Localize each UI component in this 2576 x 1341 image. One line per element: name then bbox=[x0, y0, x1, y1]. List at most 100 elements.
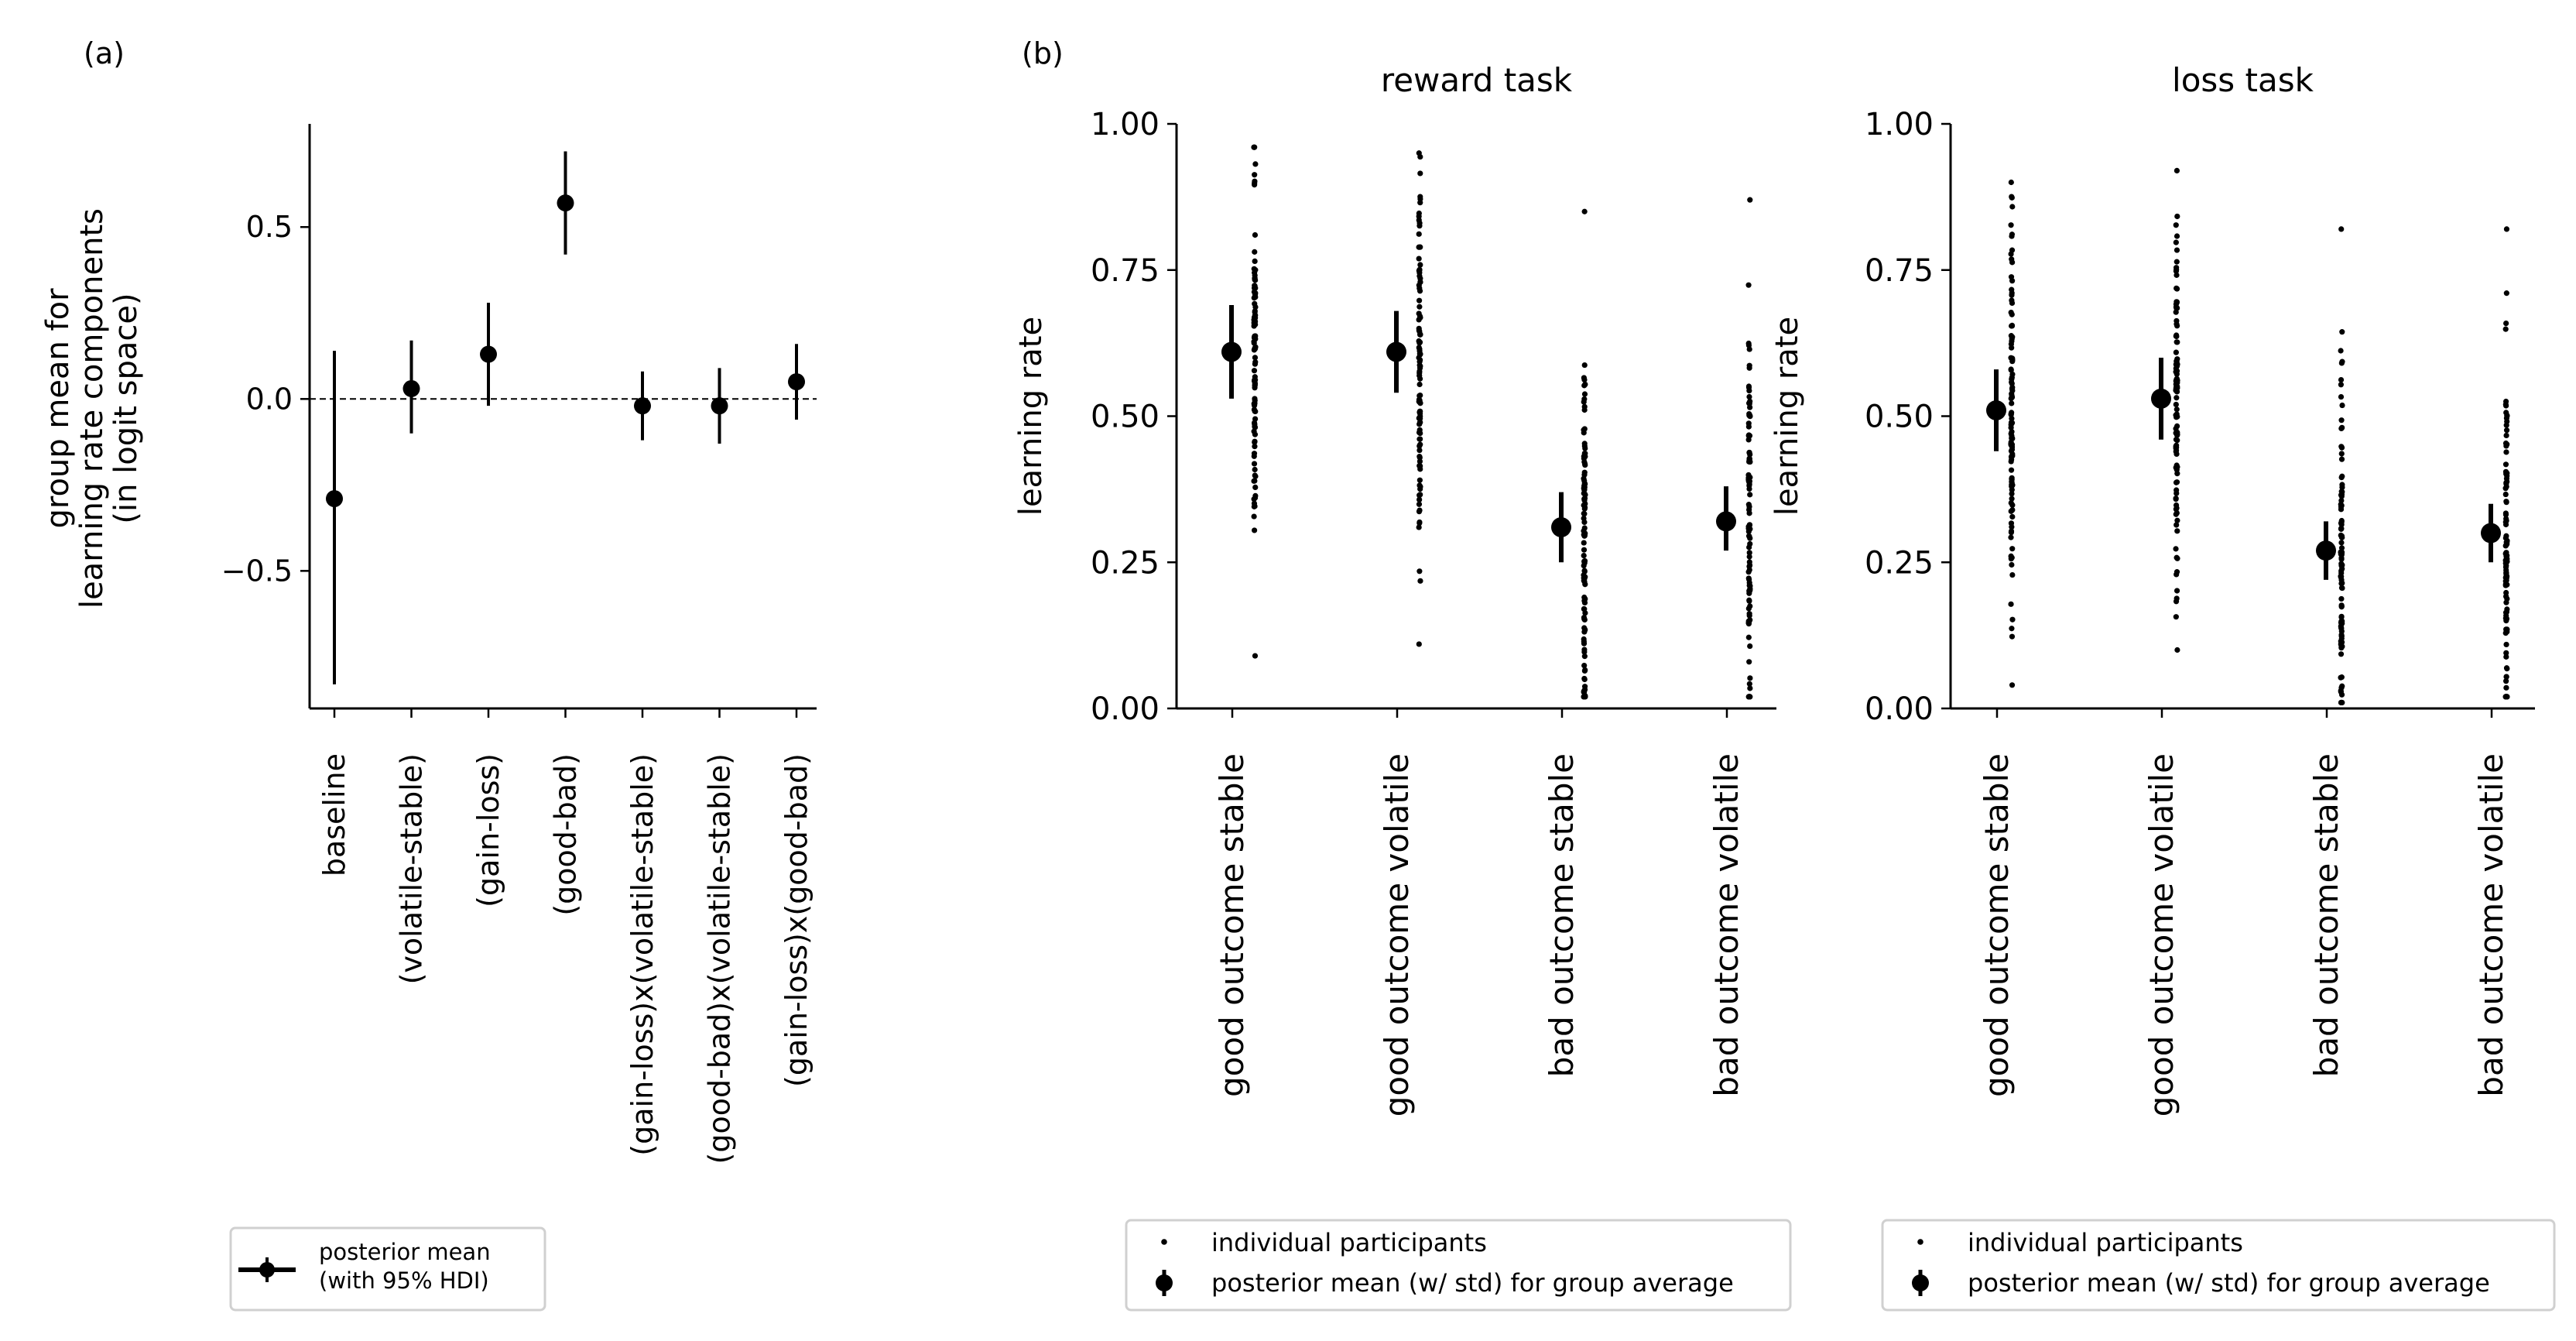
participant-point bbox=[2009, 491, 2015, 497]
participant-point bbox=[2503, 410, 2509, 416]
participant-point bbox=[1251, 478, 1257, 484]
group-mean-point bbox=[1716, 511, 1736, 532]
participant-point bbox=[1581, 694, 1587, 700]
participant-point bbox=[1747, 492, 1753, 498]
participant-point bbox=[2008, 508, 2014, 514]
legend-b: individual participants posterior mean (w… bbox=[1881, 1219, 2556, 1312]
participant-point bbox=[2174, 395, 2180, 401]
participant-point bbox=[1745, 282, 1752, 288]
participant-point bbox=[2008, 355, 2014, 361]
participant-point bbox=[2174, 376, 2180, 383]
participant-point bbox=[1251, 461, 1258, 467]
participant-point bbox=[2008, 424, 2014, 430]
participant-point bbox=[1416, 477, 1423, 483]
participant-point bbox=[1416, 429, 1423, 436]
participant-point bbox=[1582, 500, 1588, 507]
y-tick-label: 0.0 bbox=[246, 382, 293, 416]
participant-point bbox=[1581, 491, 1588, 497]
participant-point bbox=[1581, 625, 1588, 631]
participant-point bbox=[2502, 440, 2509, 447]
participant-point bbox=[2338, 526, 2345, 532]
participant-point bbox=[2173, 361, 2179, 368]
participant-point bbox=[1252, 345, 1258, 352]
participant-point bbox=[1746, 659, 1752, 665]
participant-point bbox=[2009, 513, 2016, 520]
participant-point bbox=[1251, 453, 1257, 459]
legend-label: individual participants bbox=[1211, 1228, 1487, 1257]
participant-point bbox=[2174, 522, 2180, 528]
participant-point bbox=[2503, 653, 2509, 660]
y-tick-label: 0.50 bbox=[1865, 400, 1934, 435]
participant-point bbox=[2008, 467, 2015, 473]
y-tick-label: 0.75 bbox=[1865, 253, 1934, 289]
participant-point bbox=[2008, 251, 2014, 257]
posterior-mean-point bbox=[788, 373, 805, 391]
participant-point bbox=[1252, 180, 1258, 187]
subplot-title: loss task bbox=[2172, 61, 2314, 99]
participant-point bbox=[2173, 546, 2179, 552]
participant-point bbox=[1252, 172, 1258, 178]
participant-point bbox=[1747, 585, 1753, 592]
participant-point bbox=[2009, 400, 2015, 406]
participant-point bbox=[2009, 561, 2015, 568]
participant-point bbox=[1416, 340, 1423, 346]
participant-point bbox=[1417, 415, 1423, 422]
participant-point bbox=[2503, 665, 2510, 671]
participant-point bbox=[1252, 273, 1258, 279]
participant-point bbox=[1581, 533, 1588, 539]
participant-point bbox=[1745, 634, 1752, 640]
participant-point bbox=[2338, 360, 2345, 366]
y-axis-label: (in logit space) bbox=[108, 293, 144, 523]
participant-point bbox=[2173, 239, 2179, 245]
participant-point bbox=[1581, 636, 1587, 643]
participant-point bbox=[2174, 332, 2180, 338]
participant-point bbox=[1745, 525, 1752, 532]
participant-point bbox=[2339, 534, 2345, 540]
participant-point bbox=[1746, 681, 1752, 687]
participant-point bbox=[2503, 290, 2509, 297]
participant-point bbox=[1416, 313, 1423, 320]
participant-point bbox=[1745, 694, 1752, 700]
participant-point bbox=[1252, 503, 1258, 509]
participant-point bbox=[2174, 339, 2180, 345]
participant-point bbox=[2338, 444, 2345, 450]
y-axis-label: learning rate bbox=[1769, 317, 1805, 516]
participant-point bbox=[1746, 554, 1752, 560]
participant-point bbox=[2502, 326, 2509, 332]
x-tick-label: good outcome volatile bbox=[2143, 753, 2180, 1116]
x-tick-label: bad outcome volatile bbox=[1708, 753, 1745, 1097]
participant-point bbox=[1581, 396, 1588, 403]
participant-point bbox=[2338, 614, 2345, 620]
legend-label: posterior mean bbox=[319, 1239, 491, 1265]
participant-point bbox=[2174, 305, 2180, 311]
participant-point bbox=[2009, 483, 2015, 489]
participant-point bbox=[1746, 550, 1752, 556]
participant-point bbox=[2174, 442, 2180, 448]
participant-point bbox=[2502, 542, 2509, 548]
participant-point bbox=[2008, 530, 2015, 536]
legend-box bbox=[1881, 1219, 2556, 1312]
participant-point bbox=[1746, 597, 1752, 603]
participant-point bbox=[1416, 447, 1423, 454]
participant-point bbox=[2009, 297, 2015, 304]
participant-point bbox=[1416, 454, 1423, 461]
participant-point bbox=[1746, 365, 1752, 371]
group-mean-point bbox=[1221, 341, 1242, 362]
participant-point bbox=[2009, 546, 2016, 552]
participant-point bbox=[1416, 641, 1422, 647]
y-tick-label: −0.5 bbox=[221, 554, 293, 588]
participant-point bbox=[1252, 444, 1258, 450]
participant-point bbox=[2338, 633, 2345, 640]
participant-point bbox=[2503, 432, 2509, 439]
participant-point bbox=[2009, 232, 2016, 238]
participant-point bbox=[2008, 534, 2014, 540]
participant-point bbox=[2009, 496, 2015, 502]
participant-point bbox=[1252, 161, 1259, 167]
participant-point bbox=[1581, 528, 1587, 534]
participant-point bbox=[2009, 571, 2016, 578]
posterior-mean-point bbox=[634, 397, 651, 415]
participant-point bbox=[2008, 179, 2014, 186]
participant-point bbox=[1581, 605, 1587, 612]
participant-point bbox=[2009, 616, 2016, 622]
participant-point bbox=[1581, 553, 1587, 559]
